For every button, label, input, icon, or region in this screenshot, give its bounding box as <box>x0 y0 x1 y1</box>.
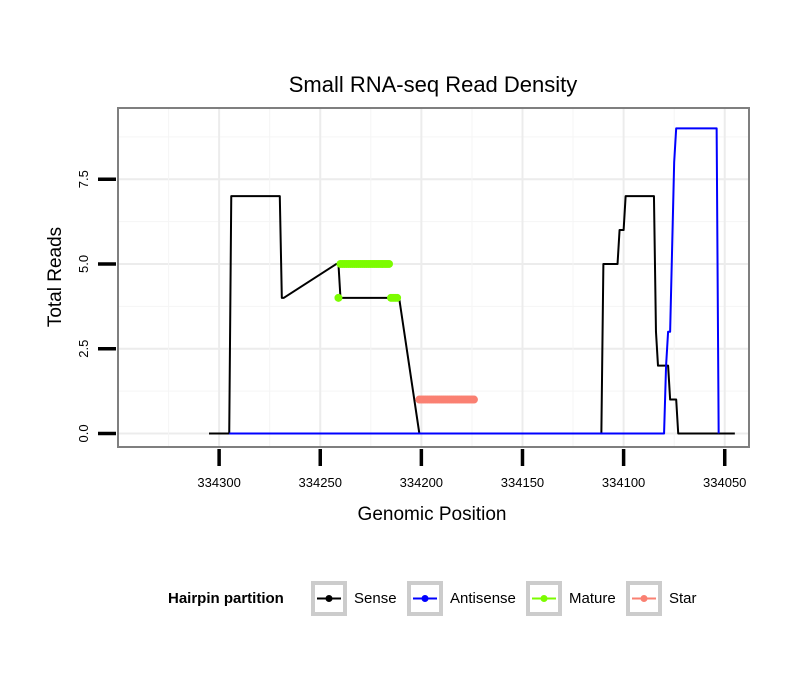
x-tick-label: 334300 <box>197 475 240 490</box>
x-axis: 334300 334250 334200 334150 334100 334050 <box>197 449 746 490</box>
plot-border <box>117 107 750 448</box>
plot-area <box>117 107 750 448</box>
mature-point <box>393 293 402 302</box>
series-layer <box>209 127 735 435</box>
y-tick-label: 2.5 <box>76 340 91 358</box>
y-axis: 0.0 2.5 5.0 7.5 <box>76 170 116 442</box>
x-axis-title: Genomic Position <box>358 504 507 525</box>
legend-key-point <box>640 595 648 602</box>
x-tick-label: 334150 <box>501 475 544 490</box>
legend-label: Sense <box>354 590 397 607</box>
legend-key-point <box>421 595 429 602</box>
y-tick-label: 7.5 <box>76 170 91 188</box>
legend-label: Star <box>669 590 697 607</box>
legend-key-point <box>540 595 548 602</box>
chart-title: Small RNA-seq Read Density <box>289 72 578 97</box>
legend-label: Antisense <box>450 590 516 607</box>
legend-entries: Sense Antisense Mature Star <box>311 581 697 616</box>
star-point <box>469 395 478 404</box>
legend-label: Mature <box>569 590 616 607</box>
y-tick-label: 0.0 <box>76 424 91 442</box>
mature-point <box>334 293 343 302</box>
legend-key-point <box>325 595 333 602</box>
x-tick-label: 334200 <box>400 475 443 490</box>
antisense-series-line <box>229 127 720 435</box>
legend: Hairpin partition Sense Antisense Mature St… <box>168 581 697 616</box>
plot-panel <box>118 108 749 447</box>
x-tick-label: 334100 <box>602 475 645 490</box>
y-axis-title: Total Reads <box>45 227 66 327</box>
x-tick-label: 334250 <box>299 475 342 490</box>
mature-point <box>385 259 394 268</box>
legend-title: Hairpin partition <box>168 590 284 607</box>
y-tick-label: 5.0 <box>76 255 91 273</box>
x-tick-label: 334050 <box>703 475 746 490</box>
